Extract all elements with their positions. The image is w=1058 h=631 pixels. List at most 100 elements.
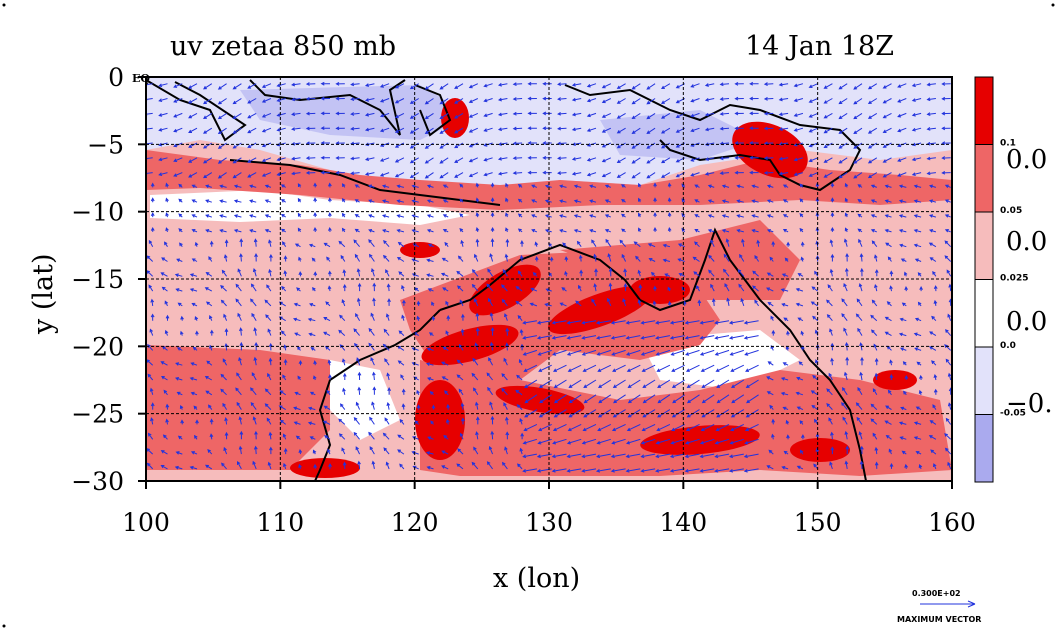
wind-vector-arrow: [900, 406, 907, 411]
wind-vector-arrow: [219, 184, 227, 189]
wind-vector-arrow: [501, 284, 508, 292]
wind-vector-arrow: [901, 302, 907, 307]
wind-vector-arrow: [631, 112, 641, 120]
wind-vector-arrow: [736, 214, 744, 218]
wind-vector-arrow: [250, 298, 257, 307]
wind-vector-arrow: [251, 312, 257, 321]
wind-vector-arrow: [830, 197, 835, 203]
wind-vector-arrow: [379, 112, 390, 118]
wind-vector-arrow: [189, 465, 198, 470]
wind-vector-arrow: [486, 372, 493, 381]
wind-vector-arrow: [217, 142, 227, 149]
wind-vector-arrow: [911, 172, 922, 176]
wind-vector-arrow: [384, 358, 390, 366]
wind-vector-arrow: [307, 406, 316, 411]
x-axis-label: x (lon): [493, 563, 580, 594]
wind-vector-arrow: [586, 127, 597, 132]
wind-vector-arrow: [247, 157, 257, 163]
wind-vector-arrow: [165, 212, 169, 218]
wind-vector-arrow: [566, 320, 582, 325]
wind-vector-arrow: [568, 394, 582, 404]
wind-vector-arrow: [527, 81, 537, 86]
wind-vector-arrow: [165, 314, 170, 321]
wind-vector-arrow: [531, 199, 538, 203]
wind-vector-arrow: [655, 453, 670, 459]
wind-vector-arrow: [596, 438, 611, 445]
wind-vector-arrow: [571, 97, 582, 102]
wind-vector-arrow: [191, 184, 198, 188]
wind-vector-arrow: [158, 83, 168, 88]
wind-vector-arrow: [209, 344, 213, 351]
wind-vector-arrow: [704, 127, 715, 132]
wind-vector-arrow: [728, 468, 744, 473]
wind-vector-arrow: [459, 198, 464, 203]
wind-vector-arrow: [411, 184, 419, 189]
wind-vector-arrow: [368, 342, 375, 351]
wind-vector-arrow: [177, 302, 183, 307]
wind-vector-arrow: [542, 170, 552, 175]
wind-vector-arrow: [350, 126, 360, 131]
wind-vector-arrow: [313, 360, 317, 366]
wind-vector-arrow: [670, 438, 685, 445]
wind-vector-arrow: [268, 268, 272, 277]
wind-vector-arrow: [595, 468, 611, 473]
wind-vector-arrow: [870, 403, 878, 410]
wind-vector-arrow: [655, 438, 671, 445]
wind-vector-arrow: [233, 229, 242, 233]
wind-vector-arrow: [606, 297, 612, 307]
wind-vector-arrow: [667, 197, 672, 203]
wind-vector-arrow: [381, 214, 390, 218]
wind-vector-arrow: [232, 98, 242, 105]
wind-vector-arrow: [653, 197, 657, 203]
wind-vector-arrow: [203, 98, 213, 105]
wind-vector-arrow: [445, 300, 449, 307]
wind-vector-arrow: [531, 229, 538, 233]
colorbar-tick-label: 0.05: [1000, 206, 1022, 216]
wind-vector-arrow: [751, 199, 759, 203]
wind-vector-arrow: [372, 297, 376, 306]
wind-vector-arrow: [251, 372, 257, 381]
wind-vector-arrow: [542, 96, 552, 101]
wind-vector-arrow: [280, 330, 287, 336]
wind-vector-arrow: [604, 214, 611, 218]
wind-vector-arrow: [401, 403, 406, 410]
wind-vector-arrow: [505, 431, 510, 440]
wind-vector-arrow: [642, 409, 656, 418]
wind-vector-arrow: [386, 372, 390, 381]
wind-vector-arrow: [786, 330, 790, 336]
wind-vector-arrow: [252, 460, 257, 470]
wind-vector-arrow: [704, 157, 715, 161]
wind-vector-arrow: [913, 243, 922, 248]
wind-vector-arrow: [247, 98, 257, 104]
wind-vector-arrow: [320, 170, 330, 175]
wind-vector-arrow: [527, 111, 537, 116]
wind-vector-arrow: [781, 303, 789, 307]
wind-vector-arrow: [739, 253, 745, 262]
wind-vector-arrow: [884, 199, 892, 203]
wind-vector-arrow: [320, 111, 330, 116]
wind-vector-arrow: [431, 315, 436, 321]
wind-vector-arrow: [591, 239, 597, 247]
wind-vector-arrow: [175, 362, 183, 366]
wind-vector-arrow: [536, 335, 552, 340]
wind-vector-arrow: [247, 142, 257, 148]
wind-vector-arrow: [165, 403, 170, 410]
wind-vector-arrow: [368, 214, 375, 218]
wind-vector-arrow: [489, 401, 494, 410]
wind-vector-arrow: [613, 394, 626, 404]
wind-vector-arrow: [694, 184, 700, 188]
wind-vector-arrow: [486, 283, 493, 292]
wind-vector-arrow: [188, 157, 198, 163]
wind-vector-arrow: [148, 239, 154, 247]
wind-vector-arrow: [353, 431, 360, 440]
wind-vector-arrow: [205, 301, 213, 307]
wind-vector-arrow: [686, 394, 700, 404]
wind-vector-arrow: [291, 112, 301, 117]
wind-vector-arrow: [468, 98, 479, 103]
wind-vector-arrow: [553, 394, 567, 404]
wind-vector-arrow: [424, 157, 434, 164]
wind-vector-arrow: [531, 214, 538, 218]
wind-vector-arrow: [933, 463, 937, 470]
wind-vector-arrow: [704, 112, 715, 117]
wind-vector-arrow: [557, 111, 567, 116]
